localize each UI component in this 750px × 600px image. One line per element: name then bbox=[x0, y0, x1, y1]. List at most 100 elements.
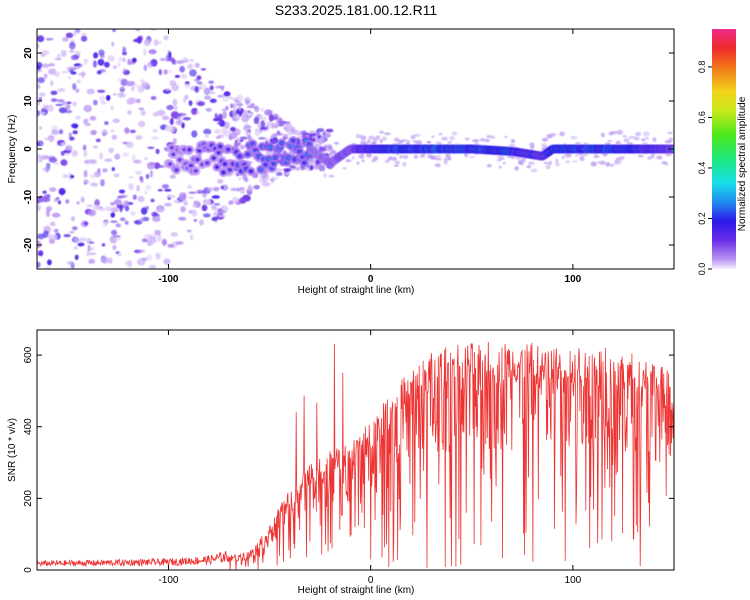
noise-speckle bbox=[124, 261, 131, 265]
noise-speckle bbox=[72, 83, 77, 91]
ridge-core bbox=[268, 146, 272, 149]
noise-speckle bbox=[318, 139, 323, 143]
noise-speckle bbox=[590, 161, 597, 167]
noise-speckle bbox=[515, 156, 522, 160]
noise-speckle bbox=[235, 101, 243, 108]
noise-speckle bbox=[127, 110, 132, 115]
noise-speckle bbox=[641, 138, 646, 142]
snr-frame bbox=[36, 329, 675, 571]
noise-speckle bbox=[137, 86, 145, 93]
noise-speckle bbox=[105, 206, 113, 212]
noise-speckle bbox=[555, 162, 560, 167]
noise-speckle bbox=[486, 163, 492, 168]
noise-speckle bbox=[469, 156, 475, 159]
noise-speckle bbox=[550, 133, 557, 137]
noise-speckle bbox=[319, 146, 327, 152]
noise-speckle bbox=[148, 236, 156, 245]
ridge-core bbox=[257, 155, 261, 158]
noise-speckle bbox=[230, 187, 237, 192]
noise-speckle bbox=[102, 221, 108, 228]
noise-speckle bbox=[196, 101, 205, 107]
noise-speckle bbox=[328, 175, 335, 178]
noise-speckle bbox=[266, 121, 272, 126]
noise-speckle bbox=[388, 156, 393, 161]
colorbar-tick-label: 0.2 bbox=[697, 212, 707, 225]
noise-speckle bbox=[162, 115, 170, 121]
noise-speckle bbox=[434, 163, 441, 168]
ridge-core bbox=[251, 142, 255, 146]
noise-speckle bbox=[217, 179, 224, 184]
noise-speckle bbox=[113, 65, 117, 70]
noise-speckle bbox=[189, 69, 197, 77]
noise-speckle bbox=[244, 177, 249, 183]
noise-speckle bbox=[204, 199, 211, 206]
noise-speckle bbox=[205, 133, 209, 139]
noise-speckle bbox=[69, 41, 76, 50]
ridge-core bbox=[189, 164, 193, 168]
noise-speckle bbox=[665, 152, 672, 157]
noise-speckle bbox=[76, 201, 80, 205]
noise-speckle bbox=[58, 200, 61, 205]
noise-speckle bbox=[188, 196, 194, 199]
noise-speckle bbox=[169, 80, 177, 86]
noise-speckle bbox=[628, 136, 636, 139]
noise-speckle bbox=[194, 86, 200, 93]
noise-speckle bbox=[405, 142, 410, 146]
noise-speckle bbox=[464, 152, 468, 158]
noise-speckle bbox=[543, 161, 549, 165]
noise-speckle bbox=[213, 186, 220, 192]
noise-speckle bbox=[89, 241, 94, 244]
noise-speckle bbox=[663, 163, 669, 166]
noise-speckle bbox=[101, 256, 109, 264]
noise-speckle bbox=[124, 127, 130, 134]
noise-speckle bbox=[209, 85, 214, 91]
noise-speckle bbox=[447, 157, 452, 161]
noise-speckle bbox=[329, 151, 336, 155]
noise-speckle bbox=[110, 207, 119, 213]
noise-speckle bbox=[45, 166, 49, 173]
noise-speckle bbox=[117, 252, 122, 256]
noise-speckle bbox=[397, 142, 402, 145]
x-tick-label: 100 bbox=[565, 274, 582, 285]
noise-speckle bbox=[41, 50, 50, 56]
noise-speckle bbox=[150, 96, 157, 100]
noise-speckle bbox=[70, 71, 77, 75]
noise-speckle bbox=[42, 190, 47, 194]
ridge-core bbox=[273, 156, 277, 159]
noise-speckle bbox=[89, 115, 97, 121]
noise-speckle bbox=[37, 140, 44, 147]
noise-speckle bbox=[73, 246, 79, 250]
ridge-core bbox=[205, 161, 209, 165]
ridge-core bbox=[212, 156, 216, 160]
noise-speckle bbox=[359, 135, 364, 138]
noise-speckle bbox=[504, 135, 508, 139]
noise-speckle bbox=[72, 130, 78, 135]
noise-speckle bbox=[112, 236, 121, 241]
ridge-core bbox=[170, 146, 174, 150]
noise-speckle bbox=[356, 134, 360, 139]
noise-speckle bbox=[68, 132, 72, 138]
noise-speckle bbox=[93, 99, 98, 106]
noise-speckle bbox=[239, 187, 244, 191]
noise-speckle bbox=[88, 258, 96, 264]
noise-speckle bbox=[155, 149, 159, 154]
noise-speckle bbox=[168, 51, 172, 59]
noise-speckle bbox=[50, 80, 54, 87]
spectrogram-y-label: Frequency (Hz) bbox=[7, 115, 18, 184]
noise-speckle bbox=[542, 137, 548, 142]
noise-speckle bbox=[116, 204, 121, 209]
noise-speckle bbox=[43, 73, 48, 79]
noise-speckle bbox=[50, 90, 58, 96]
noise-speckle bbox=[614, 159, 622, 165]
noise-speckle bbox=[173, 199, 180, 204]
noise-speckle bbox=[289, 165, 296, 169]
noise-speckle bbox=[110, 212, 116, 218]
y-tick-label: 200 bbox=[23, 490, 34, 507]
noise-speckle bbox=[118, 189, 126, 194]
noise-speckle bbox=[366, 153, 372, 158]
noise-speckle bbox=[484, 138, 490, 142]
noise-speckle bbox=[61, 101, 67, 106]
noise-speckle bbox=[88, 252, 97, 256]
noise-speckle bbox=[634, 131, 642, 137]
